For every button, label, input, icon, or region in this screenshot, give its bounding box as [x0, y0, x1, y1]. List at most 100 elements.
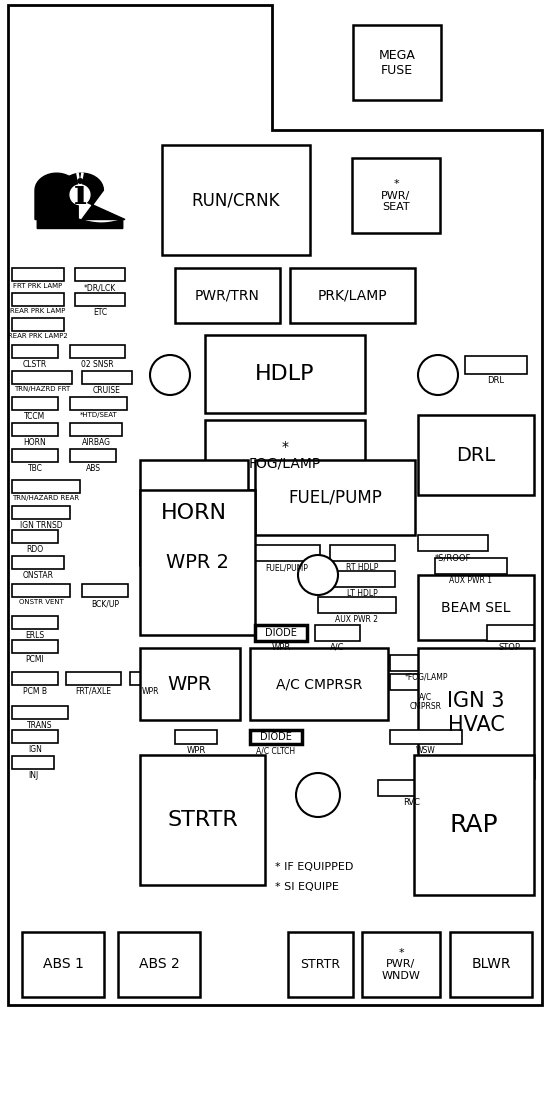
Text: HORN: HORN: [161, 502, 227, 522]
Bar: [66, 672, 121, 684]
Bar: [140, 460, 248, 565]
Text: *FOG/LAMP: *FOG/LAMP: [404, 673, 448, 682]
Bar: [450, 932, 532, 997]
Text: DIODE: DIODE: [265, 628, 297, 638]
Text: A/C CLTCH: A/C CLTCH: [256, 746, 295, 755]
Text: INJ: INJ: [28, 771, 38, 780]
Text: * SI EQUIPE: * SI EQUIPE: [275, 881, 339, 892]
Text: *
FOG/LAMP: * FOG/LAMP: [249, 440, 321, 470]
Bar: [162, 145, 310, 255]
Text: REAR PRK LAMP: REAR PRK LAMP: [10, 308, 65, 314]
Bar: [330, 545, 395, 561]
Bar: [140, 490, 255, 636]
Bar: [418, 648, 534, 778]
Text: A/C: A/C: [330, 643, 344, 652]
Bar: [82, 371, 132, 384]
Text: ONSTR VENT: ONSTR VENT: [19, 599, 63, 605]
Circle shape: [70, 185, 90, 205]
Bar: [70, 423, 122, 436]
Bar: [250, 648, 388, 720]
Bar: [435, 558, 507, 574]
Bar: [12, 530, 58, 543]
Circle shape: [150, 355, 190, 395]
Text: WPR: WPR: [142, 687, 160, 696]
Bar: [12, 397, 58, 410]
Text: FRT/AXLE: FRT/AXLE: [75, 687, 112, 696]
Text: RT HDLP: RT HDLP: [346, 563, 378, 572]
Text: WPR: WPR: [168, 674, 212, 693]
Circle shape: [418, 355, 458, 395]
Text: PRK/LAMP: PRK/LAMP: [318, 288, 387, 303]
Text: BCK/UP: BCK/UP: [91, 599, 119, 608]
Bar: [12, 371, 72, 384]
Bar: [82, 584, 128, 597]
Text: DRL: DRL: [456, 445, 496, 464]
Text: *S/ROOF: *S/ROOF: [435, 553, 471, 562]
Text: A/C CMPRSR: A/C CMPRSR: [276, 677, 362, 691]
Text: TBC: TBC: [28, 464, 42, 473]
Text: WPR 2: WPR 2: [166, 553, 229, 572]
Bar: [255, 626, 307, 641]
Text: AIRBAG: AIRBAG: [81, 439, 111, 447]
Bar: [140, 648, 240, 720]
Bar: [487, 626, 534, 641]
Text: DIODE: DIODE: [260, 732, 292, 742]
Text: FRT PRK LAMP: FRT PRK LAMP: [13, 283, 63, 289]
Bar: [70, 397, 127, 410]
Bar: [12, 449, 58, 462]
Circle shape: [296, 774, 340, 817]
Text: 02 SNSR: 02 SNSR: [81, 359, 114, 370]
Bar: [12, 480, 80, 493]
Text: ETC: ETC: [93, 308, 107, 317]
Bar: [12, 318, 64, 331]
Bar: [175, 730, 217, 743]
Polygon shape: [60, 174, 125, 219]
Bar: [390, 730, 462, 743]
Text: * IF EQUIPPED: * IF EQUIPPED: [275, 861, 353, 871]
Text: FUEL/PUMP: FUEL/PUMP: [288, 489, 382, 506]
Bar: [12, 293, 64, 306]
Text: RUN/CRNK: RUN/CRNK: [192, 191, 280, 209]
Bar: [12, 706, 68, 719]
Text: A/C
CMPRSR: A/C CMPRSR: [410, 692, 442, 711]
Circle shape: [298, 555, 338, 595]
Text: *DR/LCK: *DR/LCK: [84, 283, 116, 292]
Bar: [12, 423, 58, 436]
Bar: [12, 584, 70, 597]
Bar: [353, 24, 441, 100]
Bar: [378, 780, 446, 796]
Text: *
PWR/
SEAT: * PWR/ SEAT: [381, 179, 411, 213]
Bar: [418, 575, 534, 640]
Polygon shape: [37, 216, 123, 228]
Polygon shape: [77, 174, 83, 190]
Bar: [352, 158, 440, 233]
Text: IGN TRNSD: IGN TRNSD: [20, 521, 62, 530]
Text: i: i: [74, 178, 86, 210]
Bar: [118, 932, 200, 997]
Text: TCCM: TCCM: [24, 412, 46, 421]
Bar: [12, 345, 58, 358]
Bar: [330, 571, 395, 587]
Text: HDLP: HDLP: [255, 364, 315, 384]
Text: FUEL/PUMP: FUEL/PUMP: [266, 563, 309, 572]
Text: TRN/HAZARD REAR: TRN/HAZARD REAR: [13, 495, 80, 501]
Text: PCM B: PCM B: [23, 687, 47, 696]
Bar: [362, 932, 440, 997]
Text: DRL: DRL: [487, 376, 504, 385]
Text: PWR/TRN: PWR/TRN: [195, 288, 260, 303]
Text: ABS 2: ABS 2: [139, 957, 179, 972]
Bar: [12, 506, 70, 519]
Bar: [12, 672, 58, 684]
Text: LT HDLP: LT HDLP: [346, 589, 377, 598]
Text: *
PWR/
WNDW: * PWR/ WNDW: [382, 948, 420, 981]
Bar: [12, 756, 54, 769]
Text: TRANS: TRANS: [28, 721, 53, 730]
Polygon shape: [8, 4, 542, 1005]
Bar: [414, 755, 534, 895]
Bar: [418, 535, 488, 551]
Text: BEAM SEL: BEAM SEL: [441, 601, 511, 614]
Bar: [205, 420, 365, 490]
Text: STRTR: STRTR: [167, 810, 238, 830]
Bar: [22, 932, 104, 997]
Bar: [175, 268, 280, 323]
